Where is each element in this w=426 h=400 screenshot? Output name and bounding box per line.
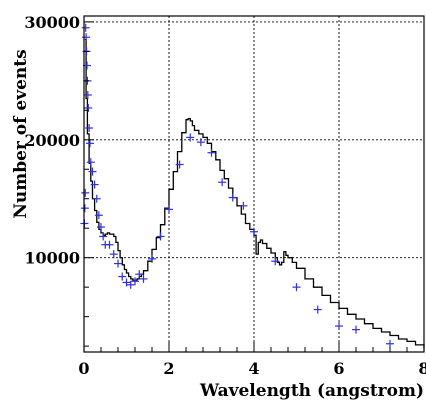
x-axis-title: Wavelength (angstrom) (199, 381, 424, 400)
data-point (81, 188, 90, 197)
data-point (148, 254, 156, 263)
data-point (92, 194, 101, 203)
x-tick-label: 2 (163, 359, 174, 378)
x-tick-label: 0 (78, 359, 89, 378)
y-tick-label: 20000 (24, 131, 80, 150)
x-tick-label: 6 (333, 359, 344, 378)
data-point (97, 223, 105, 232)
data-point (352, 325, 360, 334)
data-point (88, 167, 97, 176)
data-point (85, 124, 94, 132)
data-point (83, 90, 92, 99)
data-point (335, 322, 343, 331)
data-point (81, 23, 90, 32)
axis-ticks (83, 21, 425, 352)
y-tick-label: 10000 (24, 249, 80, 268)
data-point (80, 204, 89, 213)
data-point (109, 250, 118, 259)
data-point (165, 205, 173, 214)
data-point (228, 193, 237, 202)
x-tick-label: 4 (248, 359, 259, 378)
data-point (118, 272, 127, 281)
data-point (156, 232, 165, 241)
x-tick-label: 8 (418, 359, 426, 378)
data-point (313, 305, 322, 314)
y-axis-title: Number of events (11, 49, 31, 218)
data-point (105, 240, 114, 249)
data-point (207, 148, 216, 157)
data-point (271, 257, 280, 266)
data-point (196, 138, 205, 147)
data-point (139, 274, 148, 283)
data-point (186, 133, 195, 142)
data-point (292, 283, 301, 292)
data-point (131, 277, 139, 286)
data-markers-layer (80, 23, 394, 348)
tick-labels: 0 2 4 6 8 10000 20000 30000 (24, 13, 426, 378)
simulation-curve (84, 38, 425, 349)
data-point (135, 270, 144, 279)
y-tick-label: 30000 (24, 13, 80, 32)
data-point (90, 180, 99, 189)
data-point (250, 227, 258, 236)
data-point (114, 259, 122, 268)
data-point (86, 158, 95, 167)
grid-lines (84, 16, 424, 352)
data-point (122, 278, 131, 287)
simulation-curve-layer (84, 38, 425, 349)
data-point (386, 339, 394, 348)
data-point (239, 201, 248, 210)
data-point (126, 280, 135, 289)
data-point (99, 232, 108, 241)
data-point (82, 33, 91, 42)
data-point (94, 211, 103, 220)
data-point (218, 178, 227, 187)
data-point (85, 139, 94, 148)
data-point (175, 160, 184, 169)
